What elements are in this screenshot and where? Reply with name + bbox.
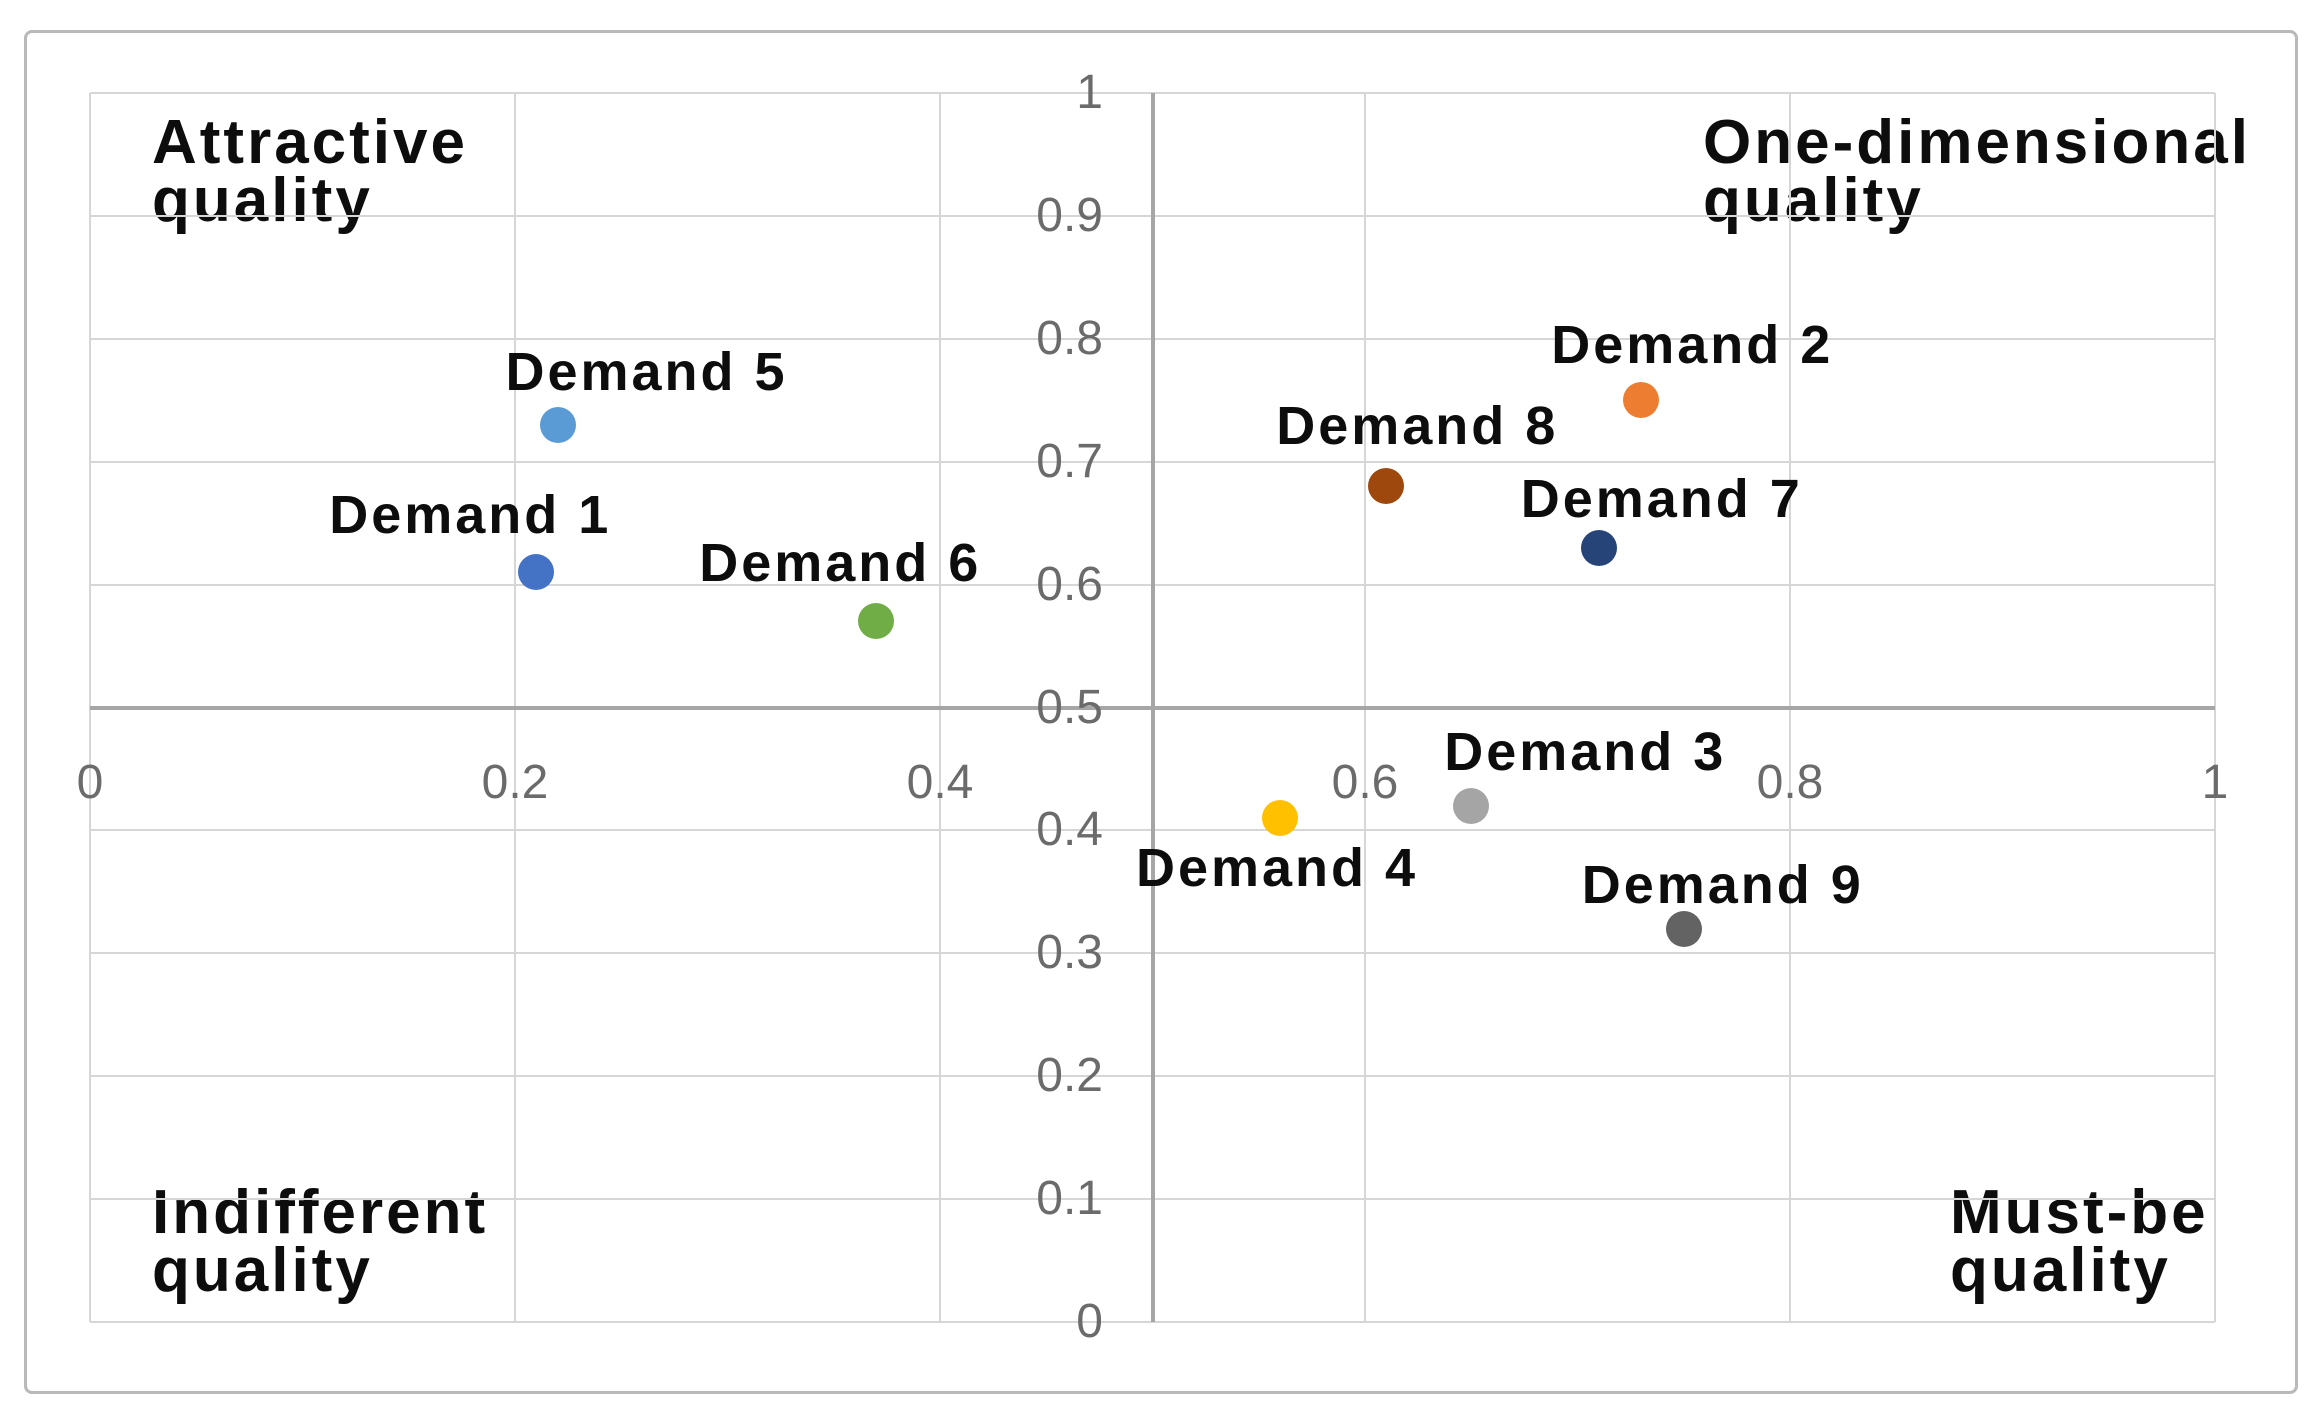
y-tick-label: 0.1 — [1036, 1172, 1103, 1226]
point-label-demand-5: Demand 5 — [505, 341, 788, 402]
y-tick-label: 0.6 — [1036, 557, 1103, 611]
point-label-demand-2: Demand 2 — [1551, 315, 1834, 376]
quadrant-label-indifferent: Indifferent quality — [152, 1182, 488, 1302]
y-tick-label: 0.4 — [1036, 803, 1103, 857]
x-tick-label: 1 — [2201, 756, 2229, 809]
y-tick-label: 0.2 — [1036, 1049, 1103, 1103]
y-tick-label: 0.3 — [1036, 926, 1103, 980]
x-tick-label: 0 — [76, 756, 104, 809]
x-tick-label: 0.2 — [481, 756, 549, 809]
figure-border — [24, 30, 2298, 1394]
point-label-demand-8: Demand 8 — [1276, 396, 1559, 457]
point-label-demand-6: Demand 6 — [699, 533, 982, 594]
x-tick-label: 0.8 — [1756, 756, 1824, 809]
quadrant-label-one-dimensional: One-dimensional quality — [1703, 112, 2251, 232]
data-point-demand-3 — [1453, 787, 1490, 824]
quadrant-label-line: quality — [152, 1236, 373, 1305]
x-tick-label: 0.4 — [906, 756, 974, 809]
point-label-demand-7: Demand 7 — [1520, 468, 1803, 529]
data-point-demand-8 — [1368, 468, 1405, 505]
data-point-demand-5 — [539, 406, 576, 443]
y-tick-label: 0.8 — [1036, 311, 1103, 365]
data-point-demand-4 — [1262, 800, 1298, 837]
quadrant-label-line: quality — [1950, 1236, 2171, 1305]
quadrant-label-line: One-dimensional — [1703, 108, 2251, 177]
x-tick-label: 0.6 — [1331, 756, 1399, 809]
data-point-demand-7 — [1580, 529, 1617, 566]
data-point-demand-1 — [518, 554, 555, 591]
data-point-demand-9 — [1665, 910, 1702, 947]
h-gridline — [90, 1321, 2215, 1323]
y-tick-label: 0 — [1076, 1295, 1103, 1348]
data-point-demand-2 — [1623, 382, 1660, 419]
y-tick-label: 0.7 — [1036, 434, 1103, 488]
quadrant-label-must-be: Must-be quality — [1950, 1182, 2209, 1302]
quadrant-label-line: Indifferent — [152, 1178, 489, 1247]
point-label-demand-1: Demand 1 — [329, 485, 612, 546]
point-label-demand-3: Demand 3 — [1444, 721, 1727, 782]
quadrant-label-line: Must-be — [1950, 1178, 2209, 1247]
point-label-demand-9: Demand 9 — [1581, 854, 1864, 915]
y-tick-label: 0.5 — [1036, 680, 1103, 734]
v-gridline — [2214, 93, 2216, 1322]
y-tick-label: 0.9 — [1036, 188, 1103, 242]
data-point-demand-6 — [858, 603, 895, 640]
quadrant-label-line: quality — [1703, 166, 1924, 235]
x-axis-line — [90, 705, 2215, 710]
quadrant-label-line: quality — [152, 166, 373, 235]
point-label-demand-4: Demand 4 — [1135, 838, 1419, 899]
quadrant-label-line: Attractive — [152, 108, 468, 177]
y-tick-label: 1 — [1076, 66, 1103, 119]
quadrant-label-attractive: Attractive quality — [152, 112, 468, 232]
